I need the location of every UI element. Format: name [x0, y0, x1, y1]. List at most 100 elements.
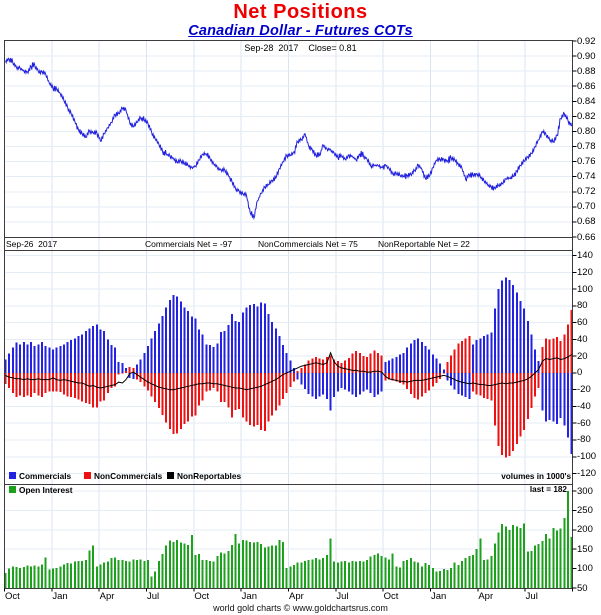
net-y-tick-label: -120: [577, 468, 597, 480]
noncommercials-bar: [387, 372, 390, 380]
noncommercials-bar: [464, 338, 467, 373]
commercials-bar: [73, 338, 76, 373]
commercials-bar: [205, 344, 208, 373]
commercials-bar: [336, 372, 339, 392]
open-interest-bar: [103, 562, 106, 589]
noncommercials-bar: [548, 339, 551, 373]
commercials-bar: [274, 328, 277, 373]
open-interest-bar: [125, 560, 128, 589]
open-interest-bar: [219, 552, 222, 589]
open-interest-bar: [121, 560, 124, 589]
commercials-bar: [154, 330, 157, 373]
commercials-bar: [30, 341, 33, 373]
commercials-bar: [300, 372, 303, 385]
noncommercials-bar: [347, 357, 350, 373]
open-interest-bar: [77, 560, 80, 589]
nonreportables-line: [5, 351, 572, 391]
price-y-tick-label: 0.92: [577, 35, 596, 47]
commercials-bar: [530, 334, 533, 373]
noncommercials-bar: [4, 372, 7, 384]
noncommercials-bar: [278, 372, 281, 406]
price-y-tick-label: 0.76: [577, 156, 596, 168]
open-interest-bar: [406, 560, 409, 589]
noncommercials-bar: [282, 372, 285, 399]
commercials-bar: [26, 344, 29, 373]
noncommercials-legend-swatch: [84, 471, 91, 479]
open-interest-bar: [161, 554, 164, 589]
open-interest-bar: [95, 566, 98, 589]
open-interest-bar: [41, 564, 44, 589]
open-interest-bar: [336, 562, 339, 589]
open-interest-bar: [216, 555, 219, 589]
noncommercials-bar: [128, 367, 131, 373]
commercials-bar: [216, 343, 219, 373]
commercials-bar: [256, 306, 259, 373]
net-y-tick-label: -100: [577, 451, 597, 463]
open-interest-bar: [245, 540, 248, 589]
cot-header-commercials-net: Commercials Net = -97: [145, 239, 233, 249]
noncommercials-bar: [526, 372, 529, 420]
commercials-bar: [55, 347, 58, 373]
open-interest-bar: [88, 550, 91, 589]
commercials-bar: [490, 332, 493, 373]
open-interest-bar: [278, 539, 281, 589]
noncommercials-bar: [26, 372, 29, 396]
open-interest-bar: [362, 561, 365, 589]
noncommercials-bar: [190, 372, 193, 417]
open-interest-bar: [435, 571, 438, 589]
commercials-bar: [22, 341, 25, 373]
open-interest-bar: [209, 560, 212, 589]
commercials-bar: [66, 341, 69, 373]
open-interest-bar: [30, 566, 33, 589]
net-y-tick-label: 140: [577, 250, 593, 261]
commercials-bar: [402, 352, 405, 373]
net-y-tick-label: -40: [577, 400, 591, 412]
commercials-bar: [559, 372, 562, 419]
noncommercials-bar: [216, 372, 219, 392]
open-interest-bar: [99, 564, 102, 589]
open-interest-bar: [471, 555, 474, 589]
open-interest-bar: [548, 538, 551, 589]
open-interest-bar: [70, 563, 73, 589]
noncommercials-bar: [325, 356, 328, 373]
open-interest-bar: [132, 559, 135, 589]
open-interest-bar: [355, 561, 358, 589]
commercials-bar: [501, 280, 504, 373]
open-interest-bar: [380, 555, 383, 589]
open-interest-bar: [508, 529, 511, 589]
commercials-bar: [424, 346, 427, 373]
open-interest-bar: [424, 563, 427, 589]
open-interest-bar: [135, 560, 138, 589]
commercials-bar: [110, 345, 113, 373]
open-interest-bar: [37, 566, 40, 589]
commercials-bar: [8, 353, 11, 373]
commercials-bar: [512, 284, 515, 373]
oi-y-tick-label: 150: [577, 543, 593, 555]
commercials-bar: [62, 344, 65, 373]
open-interest-bar: [190, 534, 193, 589]
commercials-bar: [114, 347, 117, 373]
commercials-bar: [314, 372, 317, 399]
open-interest-bar: [168, 540, 171, 589]
price-line: [5, 57, 573, 220]
commercials-bar: [245, 307, 248, 373]
commercials-bar: [439, 363, 442, 373]
open-interest-bar: [252, 542, 255, 589]
commercials-bar: [260, 302, 263, 373]
oi-y-tick-label: 250: [577, 504, 593, 516]
noncommercials-bar: [8, 372, 11, 388]
commercials-bar: [555, 372, 558, 425]
commercials-bar: [99, 329, 102, 373]
noncommercials-bar: [125, 371, 128, 373]
noncommercials-bar: [263, 372, 266, 431]
open-interest-bar: [55, 567, 58, 589]
noncommercials-bar: [106, 372, 109, 394]
open-interest-bar: [369, 556, 372, 589]
commercials-bar: [135, 364, 138, 373]
commercials-bar: [566, 372, 569, 438]
noncommercials-bar: [519, 372, 522, 437]
commercials-bar: [541, 372, 544, 411]
commercials-bar: [515, 292, 518, 373]
noncommercials-bar: [55, 372, 58, 392]
commercials-bar: [537, 361, 540, 373]
